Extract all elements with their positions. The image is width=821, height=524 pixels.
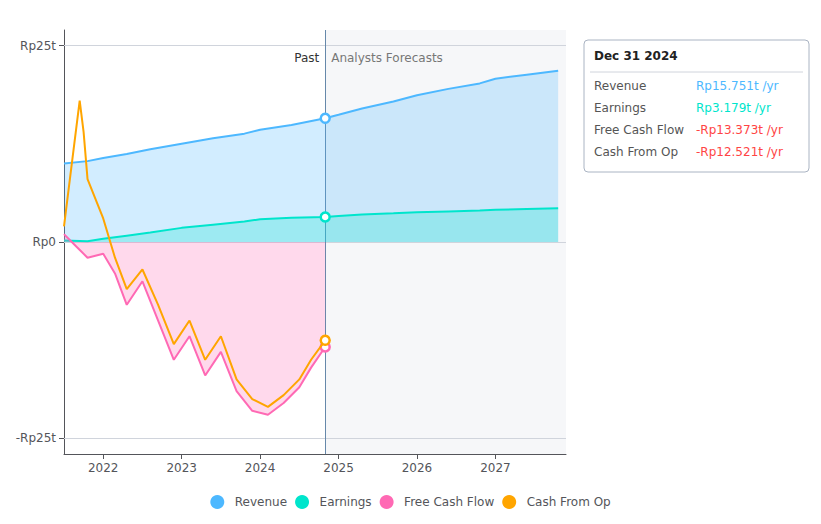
svg-text:Cash From Op: Cash From Op <box>527 495 611 509</box>
svg-text:Free Cash Flow: Free Cash Flow <box>404 495 494 509</box>
svg-text:2023: 2023 <box>166 461 197 475</box>
svg-text:Free Cash Flow: Free Cash Flow <box>594 123 684 137</box>
svg-text:2025: 2025 <box>323 461 354 475</box>
svg-text:-Rp25t: -Rp25t <box>16 431 57 445</box>
svg-text:Dec 31 2024: Dec 31 2024 <box>594 49 678 63</box>
svg-text:Revenue: Revenue <box>594 79 646 93</box>
svg-text:Analysts Forecasts: Analysts Forecasts <box>331 51 443 65</box>
svg-text:Past: Past <box>294 51 319 65</box>
svg-text:-Rp13.373t /yr: -Rp13.373t /yr <box>696 123 783 137</box>
svg-text:Revenue: Revenue <box>235 495 287 509</box>
svg-text:-Rp12.521t /yr: -Rp12.521t /yr <box>696 145 783 159</box>
svg-text:Earnings: Earnings <box>320 495 372 509</box>
svg-text:Earnings: Earnings <box>594 101 646 115</box>
svg-text:Rp3.179t /yr: Rp3.179t /yr <box>696 101 771 115</box>
svg-text:2027: 2027 <box>480 461 511 475</box>
svg-text:2026: 2026 <box>402 461 433 475</box>
svg-text:Rp25t: Rp25t <box>20 39 56 53</box>
svg-text:Rp15.751t /yr: Rp15.751t /yr <box>696 79 779 93</box>
svg-text:Rp0: Rp0 <box>32 235 56 249</box>
svg-text:Cash From Op: Cash From Op <box>594 145 678 159</box>
svg-text:2022: 2022 <box>88 461 119 475</box>
svg-text:2024: 2024 <box>245 461 276 475</box>
